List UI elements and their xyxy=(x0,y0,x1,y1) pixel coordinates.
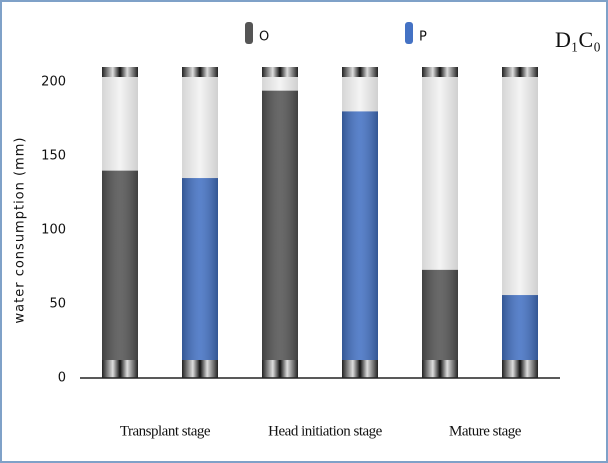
bar-shade xyxy=(422,269,458,378)
y-tick-label: 150 xyxy=(41,148,66,163)
y-tick-label: 200 xyxy=(41,74,66,89)
chart-title: D₁C₀ xyxy=(555,27,601,52)
bar-top-cap xyxy=(422,67,458,77)
x-tick-label: Mature stage xyxy=(449,423,522,439)
bar-bottom-cap xyxy=(262,360,298,378)
bar-top-cap xyxy=(502,67,538,77)
bar-top-cap xyxy=(342,67,378,77)
bar-top-cap xyxy=(182,67,218,77)
bar-shade xyxy=(102,170,138,378)
bar-shade xyxy=(182,178,218,378)
y-tick-label: 0 xyxy=(58,371,66,386)
legend-marker xyxy=(245,22,253,44)
legend-label: O xyxy=(259,30,269,45)
bar-bottom-cap xyxy=(102,360,138,378)
x-tick-label: Head initiation stage xyxy=(268,423,382,439)
bar-bottom-cap xyxy=(422,360,458,378)
bar-bottom-cap xyxy=(502,360,538,378)
y-tick-label: 50 xyxy=(49,296,66,311)
bar-top-cap xyxy=(262,67,298,77)
bar-top-cap xyxy=(102,67,138,77)
bar-shade xyxy=(342,111,378,378)
y-tick-label: 100 xyxy=(41,222,66,237)
bar-shade xyxy=(262,90,298,378)
legend-marker xyxy=(405,22,413,44)
bar-bottom-cap xyxy=(182,360,218,378)
y-axis-label: water consumption (mm) xyxy=(13,137,28,324)
x-tick-label: Transplant stage xyxy=(120,423,211,439)
bar-bottom-cap xyxy=(342,360,378,378)
legend-label: P xyxy=(419,30,427,45)
